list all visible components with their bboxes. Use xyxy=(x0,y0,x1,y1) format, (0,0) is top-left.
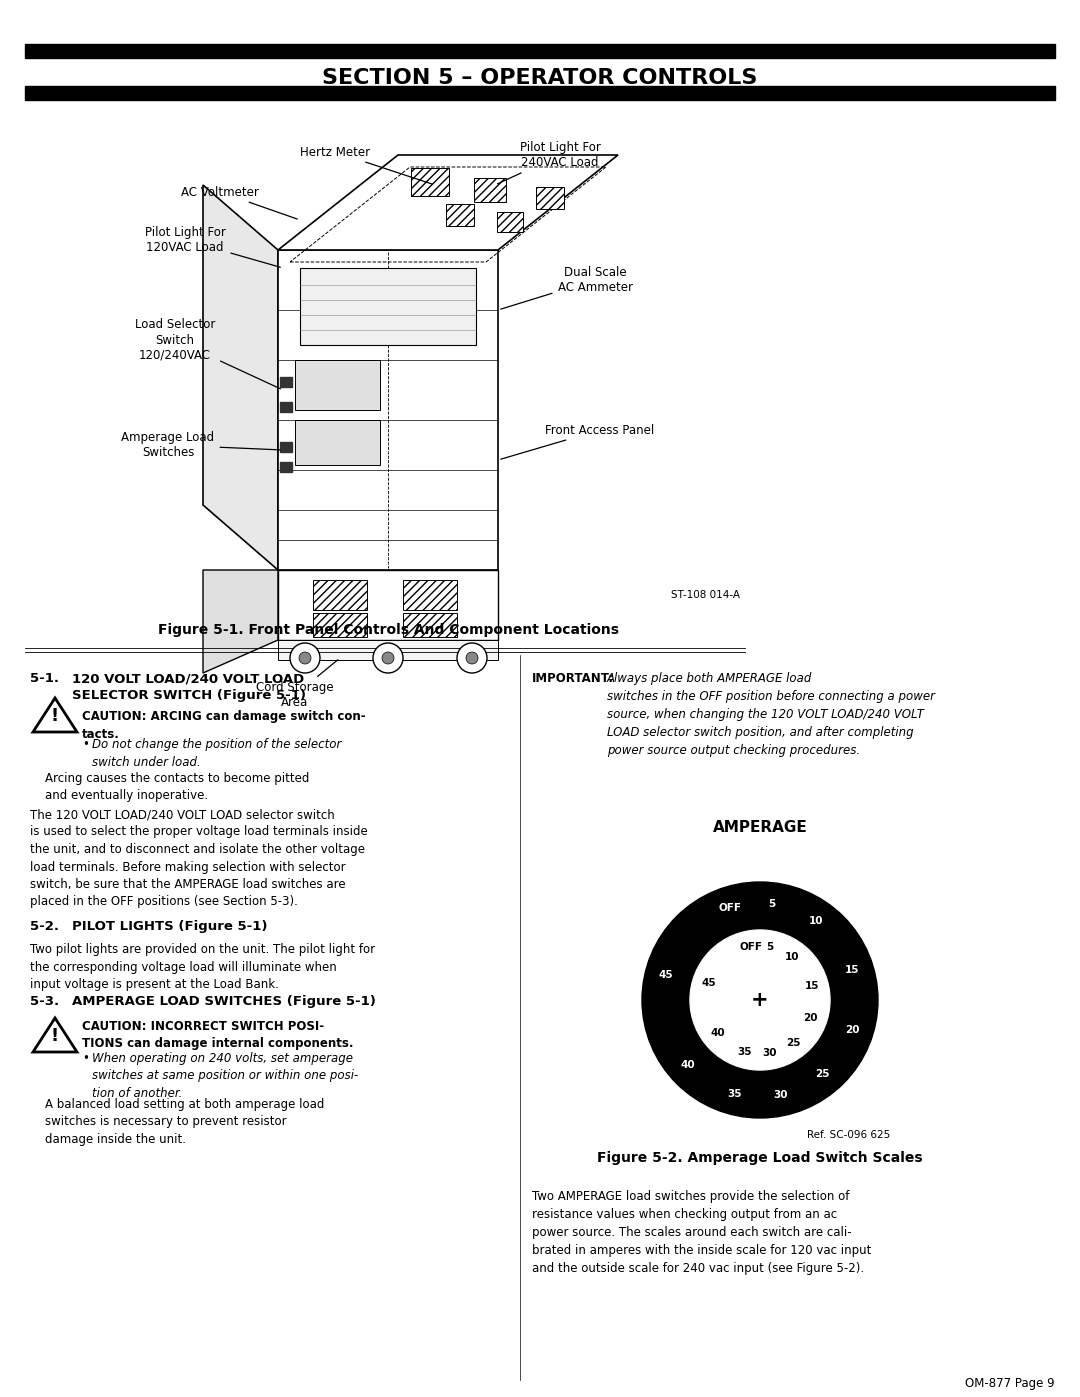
Text: !: ! xyxy=(51,1027,59,1045)
Text: Cord Storage
Area: Cord Storage Area xyxy=(256,659,338,710)
Text: Hertz Meter: Hertz Meter xyxy=(300,145,432,184)
Text: OFF: OFF xyxy=(739,942,762,951)
Polygon shape xyxy=(278,570,498,640)
Text: +: + xyxy=(752,990,769,1010)
Polygon shape xyxy=(278,640,498,659)
Polygon shape xyxy=(446,204,474,226)
Text: Amperage Load
Switches: Amperage Load Switches xyxy=(121,432,280,460)
Text: 5-2.: 5-2. xyxy=(30,921,59,933)
Text: 30: 30 xyxy=(773,1090,787,1099)
Polygon shape xyxy=(295,360,380,409)
Text: 10: 10 xyxy=(809,915,823,926)
Text: IMPORTANT:: IMPORTANT: xyxy=(532,672,615,685)
Text: Figure 5-2. Amperage Load Switch Scales: Figure 5-2. Amperage Load Switch Scales xyxy=(597,1151,922,1165)
Text: 20: 20 xyxy=(804,1013,818,1024)
Text: 15: 15 xyxy=(845,965,860,975)
Bar xyxy=(25,87,1055,101)
Text: 35: 35 xyxy=(728,1088,742,1098)
Text: A balanced load setting at both amperage load
switches is necessary to prevent r: A balanced load setting at both amperage… xyxy=(45,1098,324,1146)
Text: CAUTION: ARCING can damage switch con-
tacts.: CAUTION: ARCING can damage switch con- t… xyxy=(82,710,366,740)
Text: Pilot Light For
120VAC Load: Pilot Light For 120VAC Load xyxy=(145,226,281,267)
Circle shape xyxy=(457,643,487,673)
Text: ST-108 014-A: ST-108 014-A xyxy=(671,590,740,599)
Text: !: ! xyxy=(51,707,59,725)
Text: When operating on 240 volts, set amperage
switches at same position or within on: When operating on 240 volts, set amperag… xyxy=(92,1052,359,1099)
Text: •: • xyxy=(82,1052,89,1065)
Polygon shape xyxy=(313,613,367,637)
Text: 45: 45 xyxy=(659,970,674,979)
Text: Pilot Light For
240VAC Load: Pilot Light For 240VAC Load xyxy=(498,141,600,184)
Text: 20: 20 xyxy=(845,1025,860,1035)
Polygon shape xyxy=(278,155,618,250)
Text: Always place both AMPERAGE load
switches in the OFF position before connecting a: Always place both AMPERAGE load switches… xyxy=(607,672,935,757)
Text: 25: 25 xyxy=(815,1069,829,1080)
Polygon shape xyxy=(474,177,507,203)
Polygon shape xyxy=(295,420,380,465)
Text: AC Voltmeter: AC Voltmeter xyxy=(181,186,297,219)
Text: Figure 5-1. Front Panel Controls And Component Locations: Figure 5-1. Front Panel Controls And Com… xyxy=(158,623,619,637)
Polygon shape xyxy=(403,580,457,610)
Text: AMPERAGE: AMPERAGE xyxy=(713,820,808,835)
Polygon shape xyxy=(300,268,476,345)
Polygon shape xyxy=(497,212,523,232)
Polygon shape xyxy=(411,168,449,196)
Text: Ref. SC-096 625: Ref. SC-096 625 xyxy=(807,1130,890,1140)
Circle shape xyxy=(299,652,311,664)
Circle shape xyxy=(291,643,320,673)
Polygon shape xyxy=(278,250,498,570)
Polygon shape xyxy=(313,580,367,610)
Polygon shape xyxy=(203,570,278,673)
Circle shape xyxy=(382,652,394,664)
Text: AMPERAGE LOAD SWITCHES (Figure 5-1): AMPERAGE LOAD SWITCHES (Figure 5-1) xyxy=(72,995,376,1009)
Text: Arcing causes the contacts to become pitted
and eventually inoperative.: Arcing causes the contacts to become pit… xyxy=(45,773,309,802)
Text: 40: 40 xyxy=(680,1060,696,1070)
Text: 40: 40 xyxy=(711,1028,725,1038)
Polygon shape xyxy=(203,184,278,570)
Text: 10: 10 xyxy=(785,951,800,963)
Text: •: • xyxy=(82,738,89,752)
Text: Two AMPERAGE load switches provide the selection of
resistance values when check: Two AMPERAGE load switches provide the s… xyxy=(532,1190,872,1275)
Text: The 120 VOLT LOAD/240 VOLT LOAD selector switch
is used to select the proper vol: The 120 VOLT LOAD/240 VOLT LOAD selector… xyxy=(30,807,368,908)
Polygon shape xyxy=(33,1018,77,1052)
Bar xyxy=(25,43,1055,59)
Text: Load Selector
Switch
120/240VAC: Load Selector Switch 120/240VAC xyxy=(135,319,281,388)
Text: OFF: OFF xyxy=(718,902,742,912)
Text: 5: 5 xyxy=(768,898,775,908)
Bar xyxy=(280,402,292,412)
Text: 5-1.: 5-1. xyxy=(30,672,59,685)
Text: 120 VOLT LOAD/240 VOLT LOAD
SELECTOR SWITCH (Figure 5-1): 120 VOLT LOAD/240 VOLT LOAD SELECTOR SWI… xyxy=(72,672,306,703)
Text: SECTION 5 – OPERATOR CONTROLS: SECTION 5 – OPERATOR CONTROLS xyxy=(322,68,758,88)
Circle shape xyxy=(465,652,478,664)
Circle shape xyxy=(642,882,878,1118)
Text: Two pilot lights are provided on the unit. The pilot light for
the corresponding: Two pilot lights are provided on the uni… xyxy=(30,943,375,990)
Circle shape xyxy=(373,643,403,673)
Text: PILOT LIGHTS (Figure 5-1): PILOT LIGHTS (Figure 5-1) xyxy=(72,921,268,933)
Text: CAUTION: INCORRECT SWITCH POSI-
TIONS can damage internal components.: CAUTION: INCORRECT SWITCH POSI- TIONS ca… xyxy=(82,1020,353,1051)
Text: 5-3.: 5-3. xyxy=(30,995,59,1009)
Bar xyxy=(280,462,292,472)
Text: Dual Scale
AC Ammeter: Dual Scale AC Ammeter xyxy=(501,265,633,309)
Polygon shape xyxy=(33,698,77,732)
Text: 15: 15 xyxy=(805,981,820,990)
Polygon shape xyxy=(403,613,457,637)
Circle shape xyxy=(690,930,831,1070)
Text: 5: 5 xyxy=(766,942,773,951)
Text: OM-877 Page 9: OM-877 Page 9 xyxy=(966,1376,1055,1390)
Text: Do not change the position of the selector
switch under load.: Do not change the position of the select… xyxy=(92,738,341,768)
Text: Front Access Panel: Front Access Panel xyxy=(501,423,654,460)
Polygon shape xyxy=(536,187,564,210)
Text: 45: 45 xyxy=(701,978,716,988)
Text: 30: 30 xyxy=(762,1048,777,1058)
Text: 35: 35 xyxy=(737,1046,752,1056)
Text: 25: 25 xyxy=(786,1038,800,1048)
Bar xyxy=(280,441,292,453)
Bar xyxy=(280,377,292,387)
